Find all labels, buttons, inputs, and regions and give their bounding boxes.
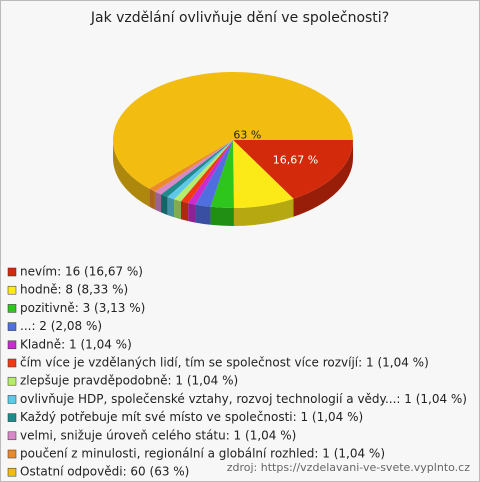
legend-swatch [7, 467, 17, 477]
legend-swatch [7, 431, 17, 441]
pie-slice [154, 140, 233, 195]
legend-swatch [7, 358, 17, 368]
legend-swatch [7, 340, 17, 350]
legend: nevím: 16 (16,67 %) hodně: 8 (8,33 %) pozi… [7, 265, 467, 479]
data-label: 16,67 % [273, 153, 318, 166]
legend-label: pozitivně: 3 (3,13 %) [20, 301, 145, 315]
legend-swatch [7, 413, 17, 422]
legend-label: Ostatní odpovědi: 60 (63 %) [20, 465, 189, 479]
legend-label: ovlivňuje HDP, společenské vztahy, rozvo… [20, 392, 467, 406]
legend-swatch [7, 304, 17, 313]
legend-label: nevím: 16 (16,67 %) [20, 265, 143, 279]
pie-side [195, 204, 211, 225]
pie-side [188, 203, 196, 223]
legend-label: Každý potřebuje mít své místo ve společn… [20, 410, 363, 424]
pie-slice [233, 140, 294, 208]
pie-side [113, 140, 150, 207]
pie: 16,67 % 63 % [112, 71, 353, 226]
legend-label: hodně: 8 (8,33 %) [20, 283, 128, 297]
pie-slice [112, 71, 353, 189]
legend-label: poučení z minulosti, regionální a globál… [20, 447, 385, 461]
chart-title: Jak vzdělání ovlivňuje dění ve společnos… [90, 10, 389, 26]
legend-swatch [7, 376, 17, 386]
legend-swatch [7, 449, 17, 459]
data-label: 63 % [233, 129, 261, 142]
legend-label: ...: 2 (2,08 %) [20, 319, 102, 333]
pie-side [167, 196, 175, 218]
pie-slice [195, 140, 233, 207]
pie-side [210, 206, 234, 226]
legend-label: čím více je vzdělaných lidí, tím se spol… [20, 356, 429, 370]
pie-slice [233, 140, 353, 199]
source: zdroj: https://vzdelavani-ve-svete.vypln… [227, 461, 470, 474]
pie-slice [149, 140, 233, 192]
pie-slice [161, 140, 233, 197]
legend-label: velmi, snižuje úroveň celého státu: 1 (1… [20, 428, 296, 442]
pie-side [149, 188, 155, 210]
pie-side [293, 140, 353, 217]
pie-side [161, 194, 168, 215]
pie-side [181, 201, 189, 222]
legend-label: zlepšuje pravděpodobně: 1 (1,04 %) [20, 374, 238, 388]
pie-slice [210, 140, 234, 208]
pie-side [154, 191, 162, 213]
pie-side [233, 198, 294, 226]
legend-swatch [7, 322, 17, 331]
legend-swatch [7, 285, 17, 295]
legend-label: Kladně: 1 (1,04 %) [20, 337, 132, 351]
legend-swatch [7, 267, 17, 277]
pie-side [174, 199, 182, 220]
legend-swatch [7, 395, 17, 404]
pie-slice [188, 140, 233, 205]
pie-slice [174, 140, 233, 202]
pie-slice [181, 140, 233, 204]
pie-slice [167, 140, 233, 200]
